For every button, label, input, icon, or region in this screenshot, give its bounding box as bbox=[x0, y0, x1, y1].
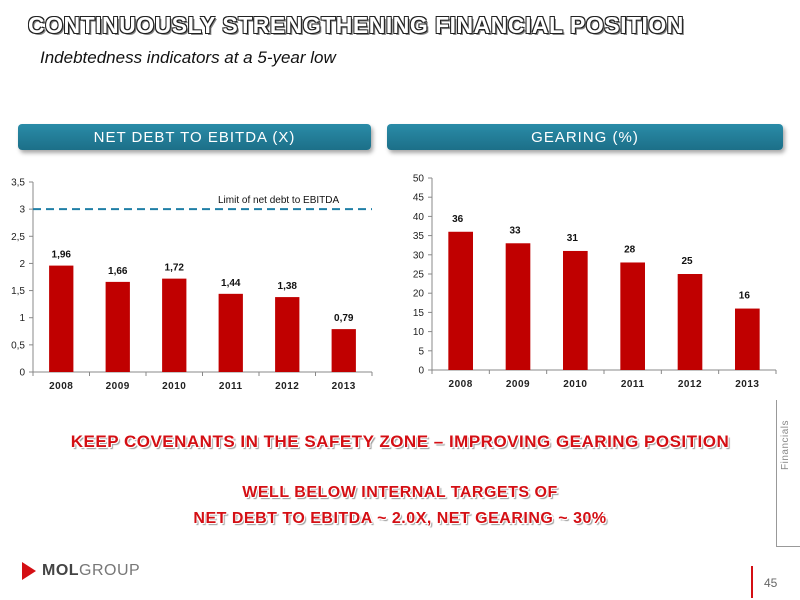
nde-bar-2013 bbox=[331, 329, 356, 372]
nde-bar-2012 bbox=[275, 297, 300, 372]
gearing-data-label: 28 bbox=[624, 244, 636, 255]
nde-x-tick-label: 2008 bbox=[49, 381, 73, 392]
nde-data-label: 1,38 bbox=[278, 281, 298, 292]
gearing-y-tick-label: 5 bbox=[418, 346, 424, 357]
targets-message-line-1: WELL BELOW INTERNAL TARGETS OF bbox=[242, 484, 558, 501]
gearing-y-tick-label: 40 bbox=[413, 212, 425, 223]
gearing-data-label: 33 bbox=[509, 225, 521, 236]
nde-bar-2008 bbox=[49, 265, 74, 372]
nde-data-label: 1,72 bbox=[165, 263, 185, 274]
nde-bar-2011 bbox=[218, 293, 243, 372]
gearing-data-label: 16 bbox=[739, 291, 751, 302]
gearing-x-tick-label: 2008 bbox=[449, 379, 473, 390]
slide-title: CONTINUOUSLY STRENGTHENING FINANCIAL POS… bbox=[28, 12, 684, 38]
gearing-x-tick-label: 2011 bbox=[621, 379, 645, 390]
gearing-bar-2008 bbox=[448, 231, 473, 370]
gearing-y-tick-label: 0 bbox=[418, 366, 424, 377]
gearing-y-tick-label: 20 bbox=[413, 289, 425, 300]
gearing-chart: 0 5 10 15 20 25 30 35 40 45 50 2008 36 2009 33 2010 31 20… bbox=[413, 174, 777, 390]
gearing-x-tick-label: 2013 bbox=[735, 379, 759, 390]
net-debt-ebitda-chart: 0 0,5 1 1,5 2 2,5 3 3,5 2008 1,96 2009 1,66 2010 1,72… bbox=[11, 178, 373, 392]
page-number: 45 bbox=[764, 576, 778, 590]
targets-message-line-2: NET DEBT TO EBITDA ~ 2.0X, NET GEARING ~… bbox=[193, 510, 607, 527]
gearing-x-tick-label: 2010 bbox=[563, 379, 587, 390]
slide-subtitle: Indebtedness indicators at a 5-year low bbox=[40, 48, 336, 67]
gearing-y-tick-label: 30 bbox=[413, 250, 425, 261]
gearing-data-label: 36 bbox=[452, 214, 464, 225]
gearing-bar-2010 bbox=[563, 250, 588, 370]
gearing-bar-2011 bbox=[620, 262, 645, 370]
logo-text-mol: MOL bbox=[42, 562, 80, 579]
gearing-y-tick-label: 50 bbox=[413, 174, 425, 185]
nde-x-tick-label: 2009 bbox=[106, 381, 130, 392]
mol-group-logo: MOLGROUP bbox=[22, 562, 140, 580]
gearing-data-label: 25 bbox=[681, 256, 693, 267]
nde-x-tick-label: 2013 bbox=[332, 381, 356, 392]
gearing-bar-2012 bbox=[677, 274, 703, 370]
gearing-data-label: 31 bbox=[567, 233, 579, 244]
gearing-y-tick-label: 10 bbox=[413, 327, 425, 338]
gearing-y-tick-label: 35 bbox=[413, 231, 425, 242]
net-debt-ebitda-header: NET DEBT TO EBITDA (X) bbox=[18, 124, 371, 150]
nde-y-tick-label: 3 bbox=[19, 205, 25, 216]
nde-bar-2009 bbox=[105, 281, 130, 372]
nde-y-tick-label: 0 bbox=[19, 368, 25, 379]
nde-y-tick-label: 0,5 bbox=[11, 340, 25, 351]
nde-x-tick-label: 2010 bbox=[162, 381, 186, 392]
gearing-bar-2013 bbox=[735, 308, 760, 370]
section-label: Financials bbox=[780, 419, 791, 470]
gearing-header: GEARING (%) bbox=[387, 124, 783, 150]
nde-y-tick-label: 1,5 bbox=[11, 286, 25, 297]
gearing-x-tick-label: 2012 bbox=[678, 379, 702, 390]
logo-text-group: GROUP bbox=[79, 562, 141, 579]
nde-y-tick-label: 3,5 bbox=[11, 178, 25, 189]
gearing-bar-2009 bbox=[505, 243, 531, 370]
nde-data-label: 1,66 bbox=[108, 266, 128, 277]
nde-x-tick-label: 2012 bbox=[275, 381, 299, 392]
nde-x-tick-label: 2011 bbox=[219, 381, 243, 392]
gearing-x-tick-label: 2009 bbox=[506, 379, 530, 390]
page-number-separator bbox=[751, 566, 753, 598]
side-tab bbox=[776, 400, 800, 547]
nde-data-label: 1,96 bbox=[52, 250, 72, 261]
gearing-y-tick-label: 25 bbox=[413, 270, 425, 281]
gearing-y-tick-label: 45 bbox=[413, 193, 425, 204]
nde-y-tick-label: 2 bbox=[19, 259, 25, 270]
nde-data-label: 0,79 bbox=[334, 313, 354, 324]
logo-triangle-icon bbox=[22, 562, 36, 580]
nde-y-tick-label: 1 bbox=[19, 313, 25, 324]
nde-y-tick-label: 2,5 bbox=[11, 232, 25, 243]
nde-bar-2010 bbox=[162, 278, 187, 372]
covenant-message: KEEP COVENANTS IN THE SAFETY ZONE – IMPR… bbox=[70, 432, 730, 451]
nde-data-label: 1,44 bbox=[221, 278, 241, 289]
gearing-y-tick-label: 15 bbox=[413, 308, 425, 319]
nde-limit-line-label: Limit of net debt to EBITDA bbox=[218, 195, 339, 206]
